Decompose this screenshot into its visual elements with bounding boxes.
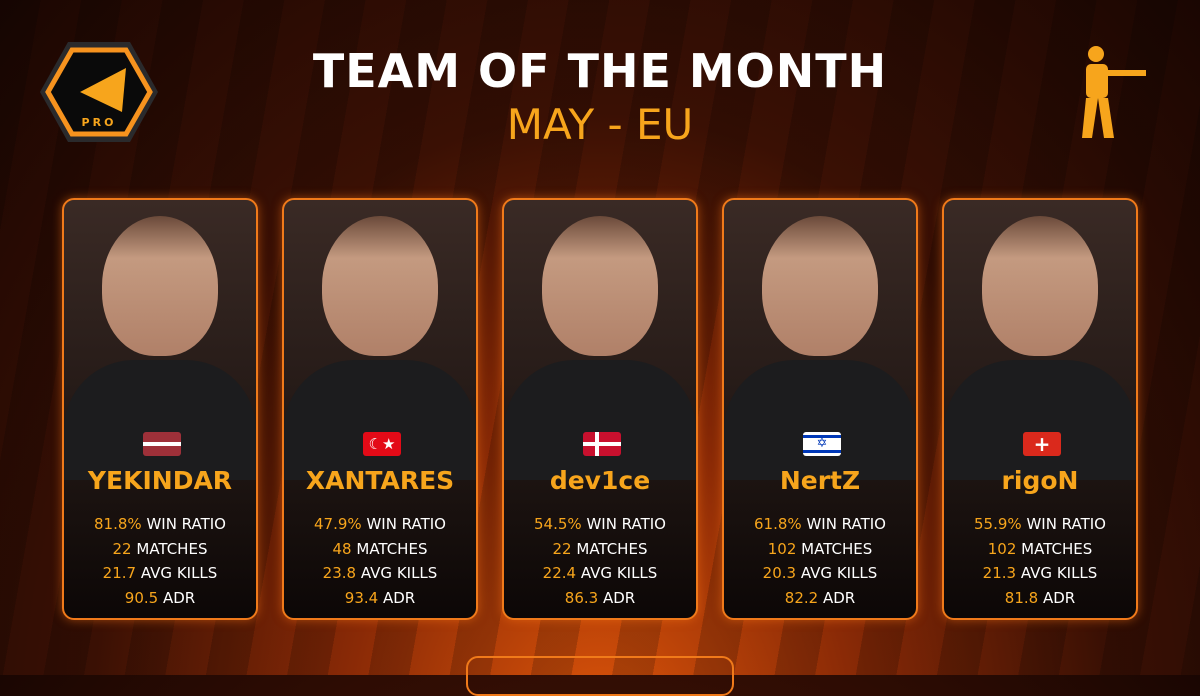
player-name: dev1ce [549,466,651,495]
page-subtitle: MAY - EU [506,100,694,149]
stat-avg-kills: 20.3 AVG KILLS [762,564,878,582]
stat-adr: 82.2 ADR [784,588,856,607]
player-stats: 81.8% WIN RATIO 22 MATCHES 21.7 AVG KILL… [64,512,256,610]
player-photo-body [724,360,916,480]
stat-win-ratio: 81.8% WIN RATIO [94,515,226,533]
player-card: + rigoN 55.9% WIN RATIO 102 MATCHES 21.3… [942,198,1138,620]
player-stats: 61.8% WIN RATIO 102 MATCHES 20.3 AVG KIL… [724,512,916,610]
stat-win-ratio: 54.5% WIN RATIO [534,515,666,533]
pro-logo: PRO [40,42,158,142]
stat-adr: 81.8 ADR [1004,588,1076,607]
flag-icon-latvia [143,432,181,456]
player-stats: 47.9% WIN RATIO 48 MATCHES 23.8 AVG KILL… [284,512,476,610]
flag-icon-turkey: ☾★ [363,432,401,456]
player-photo-body [944,360,1136,480]
stat-matches: 102 MATCHES [767,539,873,558]
stat-avg-kills: 23.8 AVG KILLS [322,564,438,582]
page-title: TEAM OF THE MONTH [312,44,888,98]
player-photo [762,216,878,356]
bottom-card-edge [466,656,734,696]
stat-adr: 93.4 ADR [344,588,416,607]
player-photo-body [284,360,476,480]
player-stats: 55.9% WIN RATIO 102 MATCHES 21.3 AVG KIL… [944,512,1136,610]
player-name: YEKINDAR [87,466,233,495]
player-card: ☾★ XANTARES 47.9% WIN RATIO 48 MATCHES 2… [282,198,478,620]
player-card: YEKINDAR 81.8% WIN RATIO 22 MATCHES 21.7… [62,198,258,620]
stat-matches: 102 MATCHES [987,539,1093,558]
player-card: dev1ce 54.5% WIN RATIO 22 MATCHES 22.4 A… [502,198,698,620]
player-photo-body [64,360,256,480]
stat-win-ratio: 55.9% WIN RATIO [974,515,1106,533]
flag-icon-israel: ✡ [803,432,841,456]
player-stats: 54.5% WIN RATIO 22 MATCHES 22.4 AVG KILL… [504,512,696,610]
stat-matches: 22 MATCHES [552,539,648,558]
player-photo [102,216,218,356]
stat-avg-kills: 22.4 AVG KILLS [542,564,658,582]
flag-icon-switzerland: + [1023,432,1061,456]
stat-adr: 86.3 ADR [564,588,636,607]
player-photo-body [504,360,696,480]
player-photo [982,216,1098,356]
stat-win-ratio: 61.8% WIN RATIO [754,515,886,533]
stat-avg-kills: 21.7 AVG KILLS [102,564,218,582]
svg-text:PRO: PRO [82,116,117,129]
stat-adr: 90.5 ADR [124,588,196,607]
stat-matches: 22 MATCHES [112,539,208,558]
soldier-icon [1082,46,1146,138]
player-name: XANTARES [305,466,455,495]
player-name: rigoN [1001,466,1079,495]
player-card: ✡ NertZ 61.8% WIN RATIO 102 MATCHES 20.3… [722,198,918,620]
stat-matches: 48 MATCHES [332,539,428,558]
player-name: NertZ [779,466,861,495]
player-photo [322,216,438,356]
stat-avg-kills: 21.3 AVG KILLS [982,564,1098,582]
player-photo [542,216,658,356]
stat-win-ratio: 47.9% WIN RATIO [314,515,446,533]
flag-icon-denmark [583,432,621,456]
